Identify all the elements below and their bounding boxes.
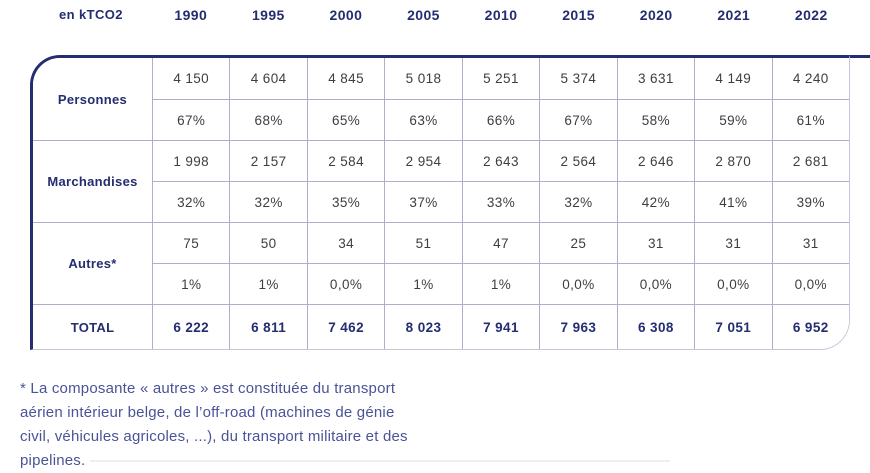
table-cell: 42% [616, 181, 695, 222]
table-cell: 4 845 [306, 58, 385, 99]
table-cell: 61% [771, 99, 849, 140]
table-cell: 31 [616, 222, 695, 263]
table-cell: 7 941 [461, 304, 540, 349]
footnote-text: * La composante « autres » est constitué… [20, 380, 408, 469]
table-cell: 0,0% [771, 263, 849, 304]
table-cell: 31 [694, 222, 772, 263]
table-cell: 33% [461, 181, 540, 222]
table-cell: 47 [461, 222, 540, 263]
table-cell: 41% [694, 181, 772, 222]
table-header-row: en kTCO2 1990 1995 2000 2005 2010 2015 2… [30, 7, 850, 23]
row-label-personnes: Personnes [33, 58, 152, 140]
table-cell: 7 462 [306, 304, 385, 349]
table-cell: 59% [694, 99, 772, 140]
table-cell: 2 584 [306, 140, 385, 181]
table-cell: 34 [306, 222, 385, 263]
table-cell: 50 [229, 222, 307, 263]
table-cell: 1 998 [152, 140, 230, 181]
row-label-marchandises: Marchandises [33, 140, 152, 222]
table-cell: 1% [152, 263, 230, 304]
table-cell: 4 240 [771, 58, 849, 99]
year-header: 1990 [174, 7, 208, 23]
table-cell: 37% [384, 181, 462, 222]
table-cell: 2 564 [539, 140, 617, 181]
year-header: 2022 [794, 7, 828, 23]
table-cell: 6 222 [152, 304, 230, 349]
table-cell: 8 023 [384, 304, 462, 349]
table-cell: 5 018 [384, 58, 462, 99]
unit-label: en kTCO2 [59, 7, 123, 22]
table-cell: 4 150 [152, 58, 230, 99]
table-cell: 0,0% [306, 263, 385, 304]
divider-line [90, 460, 670, 462]
table-cell: 75 [152, 222, 230, 263]
table-cell: 1% [229, 263, 307, 304]
table-top-border-extension [848, 55, 870, 58]
table-cell: 0,0% [616, 263, 695, 304]
table-cell: 25 [539, 222, 617, 263]
table-cell: 2 643 [461, 140, 540, 181]
table-cell: 35% [306, 181, 385, 222]
table-cell: 63% [384, 99, 462, 140]
table-cell: 2 870 [694, 140, 772, 181]
table-cell: 39% [771, 181, 849, 222]
table-cell: 67% [152, 99, 230, 140]
table-cell: 67% [539, 99, 617, 140]
table-cell: 65% [306, 99, 385, 140]
table-cell: 68% [229, 99, 307, 140]
row-label-total: TOTAL [33, 304, 152, 349]
table-cell: 7 963 [539, 304, 617, 349]
row-label-autres: Autres* [33, 222, 152, 304]
table-cell: 58% [616, 99, 695, 140]
table-cell: 32% [539, 181, 617, 222]
table-cell: 7 051 [694, 304, 772, 349]
table-cell: 1% [384, 263, 462, 304]
year-header: 2010 [484, 7, 518, 23]
table-cell: 2 157 [229, 140, 307, 181]
table-cell: 6 811 [229, 304, 307, 349]
table-cell: 6 952 [771, 304, 849, 349]
table-grid: Personnes 4 150 4 604 4 845 5 018 5 251 … [33, 58, 849, 349]
table-cell: 4 149 [694, 58, 772, 99]
table-cell: 66% [461, 99, 540, 140]
table-cell: 2 954 [384, 140, 462, 181]
table-cell: 31 [771, 222, 849, 263]
table-cell: 5 374 [539, 58, 617, 99]
table-cell: 5 251 [461, 58, 540, 99]
year-header: 2015 [562, 7, 595, 23]
year-header: 2005 [407, 7, 440, 23]
year-header: 2020 [639, 7, 673, 23]
table-cell: 6 308 [616, 304, 695, 349]
emissions-table: Personnes 4 150 4 604 4 845 5 018 5 251 … [30, 55, 850, 350]
table-cell: 32% [229, 181, 307, 222]
table-cell: 4 604 [229, 58, 307, 99]
table-cell: 1% [461, 263, 540, 304]
table-cell: 2 681 [771, 140, 849, 181]
year-header: 1995 [251, 7, 285, 23]
table-cell: 32% [152, 181, 230, 222]
year-header: 2021 [717, 7, 751, 23]
table-cell: 2 646 [616, 140, 695, 181]
table-cell: 3 631 [616, 58, 695, 99]
table-cell: 0,0% [694, 263, 772, 304]
year-header: 2000 [329, 7, 363, 23]
table-cell: 51 [384, 222, 462, 263]
table-cell: 0,0% [539, 263, 617, 304]
